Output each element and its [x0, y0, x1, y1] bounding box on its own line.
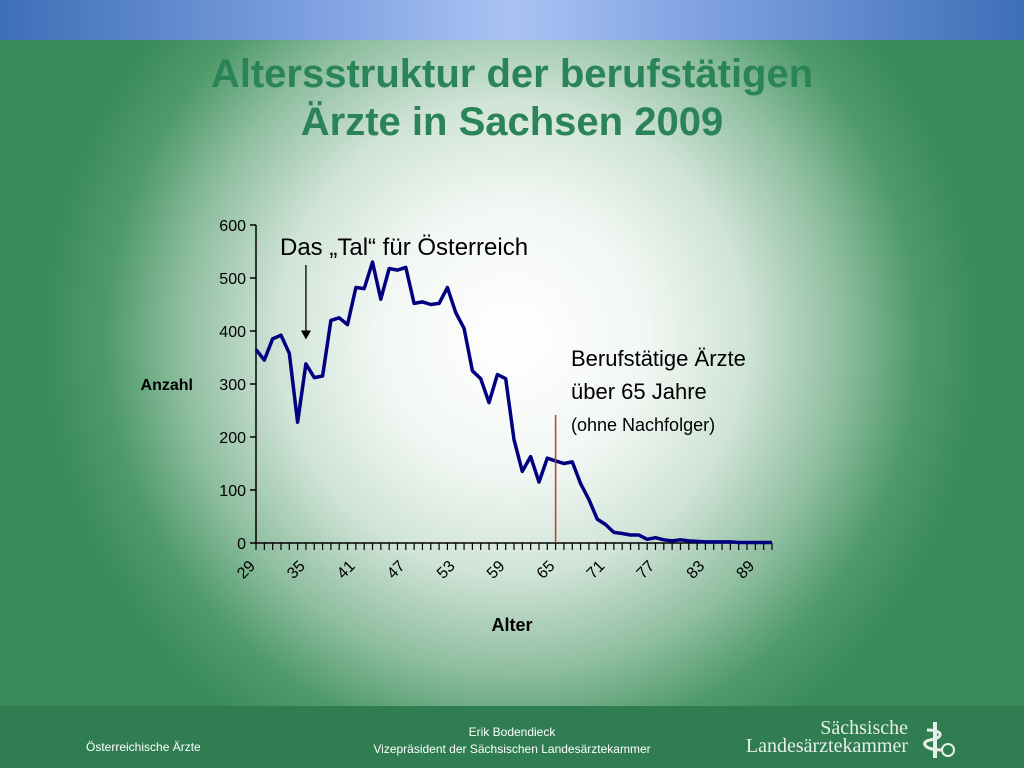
y-tick-label: 100	[219, 483, 246, 500]
x-tick-label: 47	[384, 558, 409, 583]
series-line	[254, 260, 772, 545]
chamber-logo: Sächsische Landesärztekammer	[746, 717, 966, 764]
x-axis-label: Alter	[491, 615, 532, 635]
footer-role: Vizepräsident der Sächsischen Landesärzt…	[373, 742, 651, 756]
slide-title: Altersstruktur der berufstätigen Ärzte i…	[0, 50, 1024, 146]
y-tick-label: 400	[219, 324, 246, 341]
slide-title-line2: Ärzte in Sachsen 2009	[300, 100, 724, 144]
x-tick-label: 83	[684, 558, 709, 583]
tal-arrow-head	[300, 330, 311, 340]
x-tick-label: 89	[734, 558, 759, 583]
y-tick-label: 500	[219, 271, 246, 288]
over65-annotation-line2: über 65 Jahre	[571, 379, 707, 404]
top-gradient-bar	[0, 0, 1024, 40]
x-tick-label: 65	[534, 558, 559, 583]
y-axis-label: Anzahl	[141, 377, 193, 394]
y-tick-label: 200	[219, 430, 246, 447]
y-tick-label: 600	[219, 218, 246, 235]
x-tick-label: 35	[284, 558, 309, 583]
x-tick-label: 59	[484, 558, 509, 583]
x-tick-label: 41	[334, 558, 359, 583]
x-tick-label: 53	[434, 558, 459, 583]
age-structure-chart: 0 100 200 300 400 500 600 29 35 41 47 53 59 65 71 77 83 8…	[141, 218, 773, 635]
over65-annotation-line1: Berufstätige Ärzte	[571, 346, 746, 371]
y-tick-label: 300	[219, 377, 246, 394]
x-tick-label: 29	[234, 558, 259, 583]
logo-text-line1: Sächsische	[820, 717, 908, 739]
aesculapian-staff-icon	[923, 722, 955, 758]
footer-author-block: Erik Bodendieck Vizepräsident der Sächsi…	[312, 724, 712, 758]
footer-left-text: Österreichische Ärzte	[86, 740, 201, 754]
chart-marks	[254, 260, 773, 545]
over65-annotation-line3: (ohne Nachfolger)	[571, 415, 715, 435]
footer-bar: Österreichische Ärzte Erik Bodendieck Vi…	[0, 706, 1024, 768]
x-tick-label: 71	[584, 558, 609, 583]
footer-author: Erik Bodendieck	[468, 725, 556, 739]
tal-annotation: Das „Tal“ für Österreich	[280, 234, 528, 261]
x-tick-label: 77	[634, 558, 659, 583]
y-tick-label: 0	[237, 536, 246, 553]
logo-text-line2: Landesärztekammer	[745, 735, 908, 757]
slide-title-line1: Altersstruktur der berufstätigen	[210, 52, 814, 96]
